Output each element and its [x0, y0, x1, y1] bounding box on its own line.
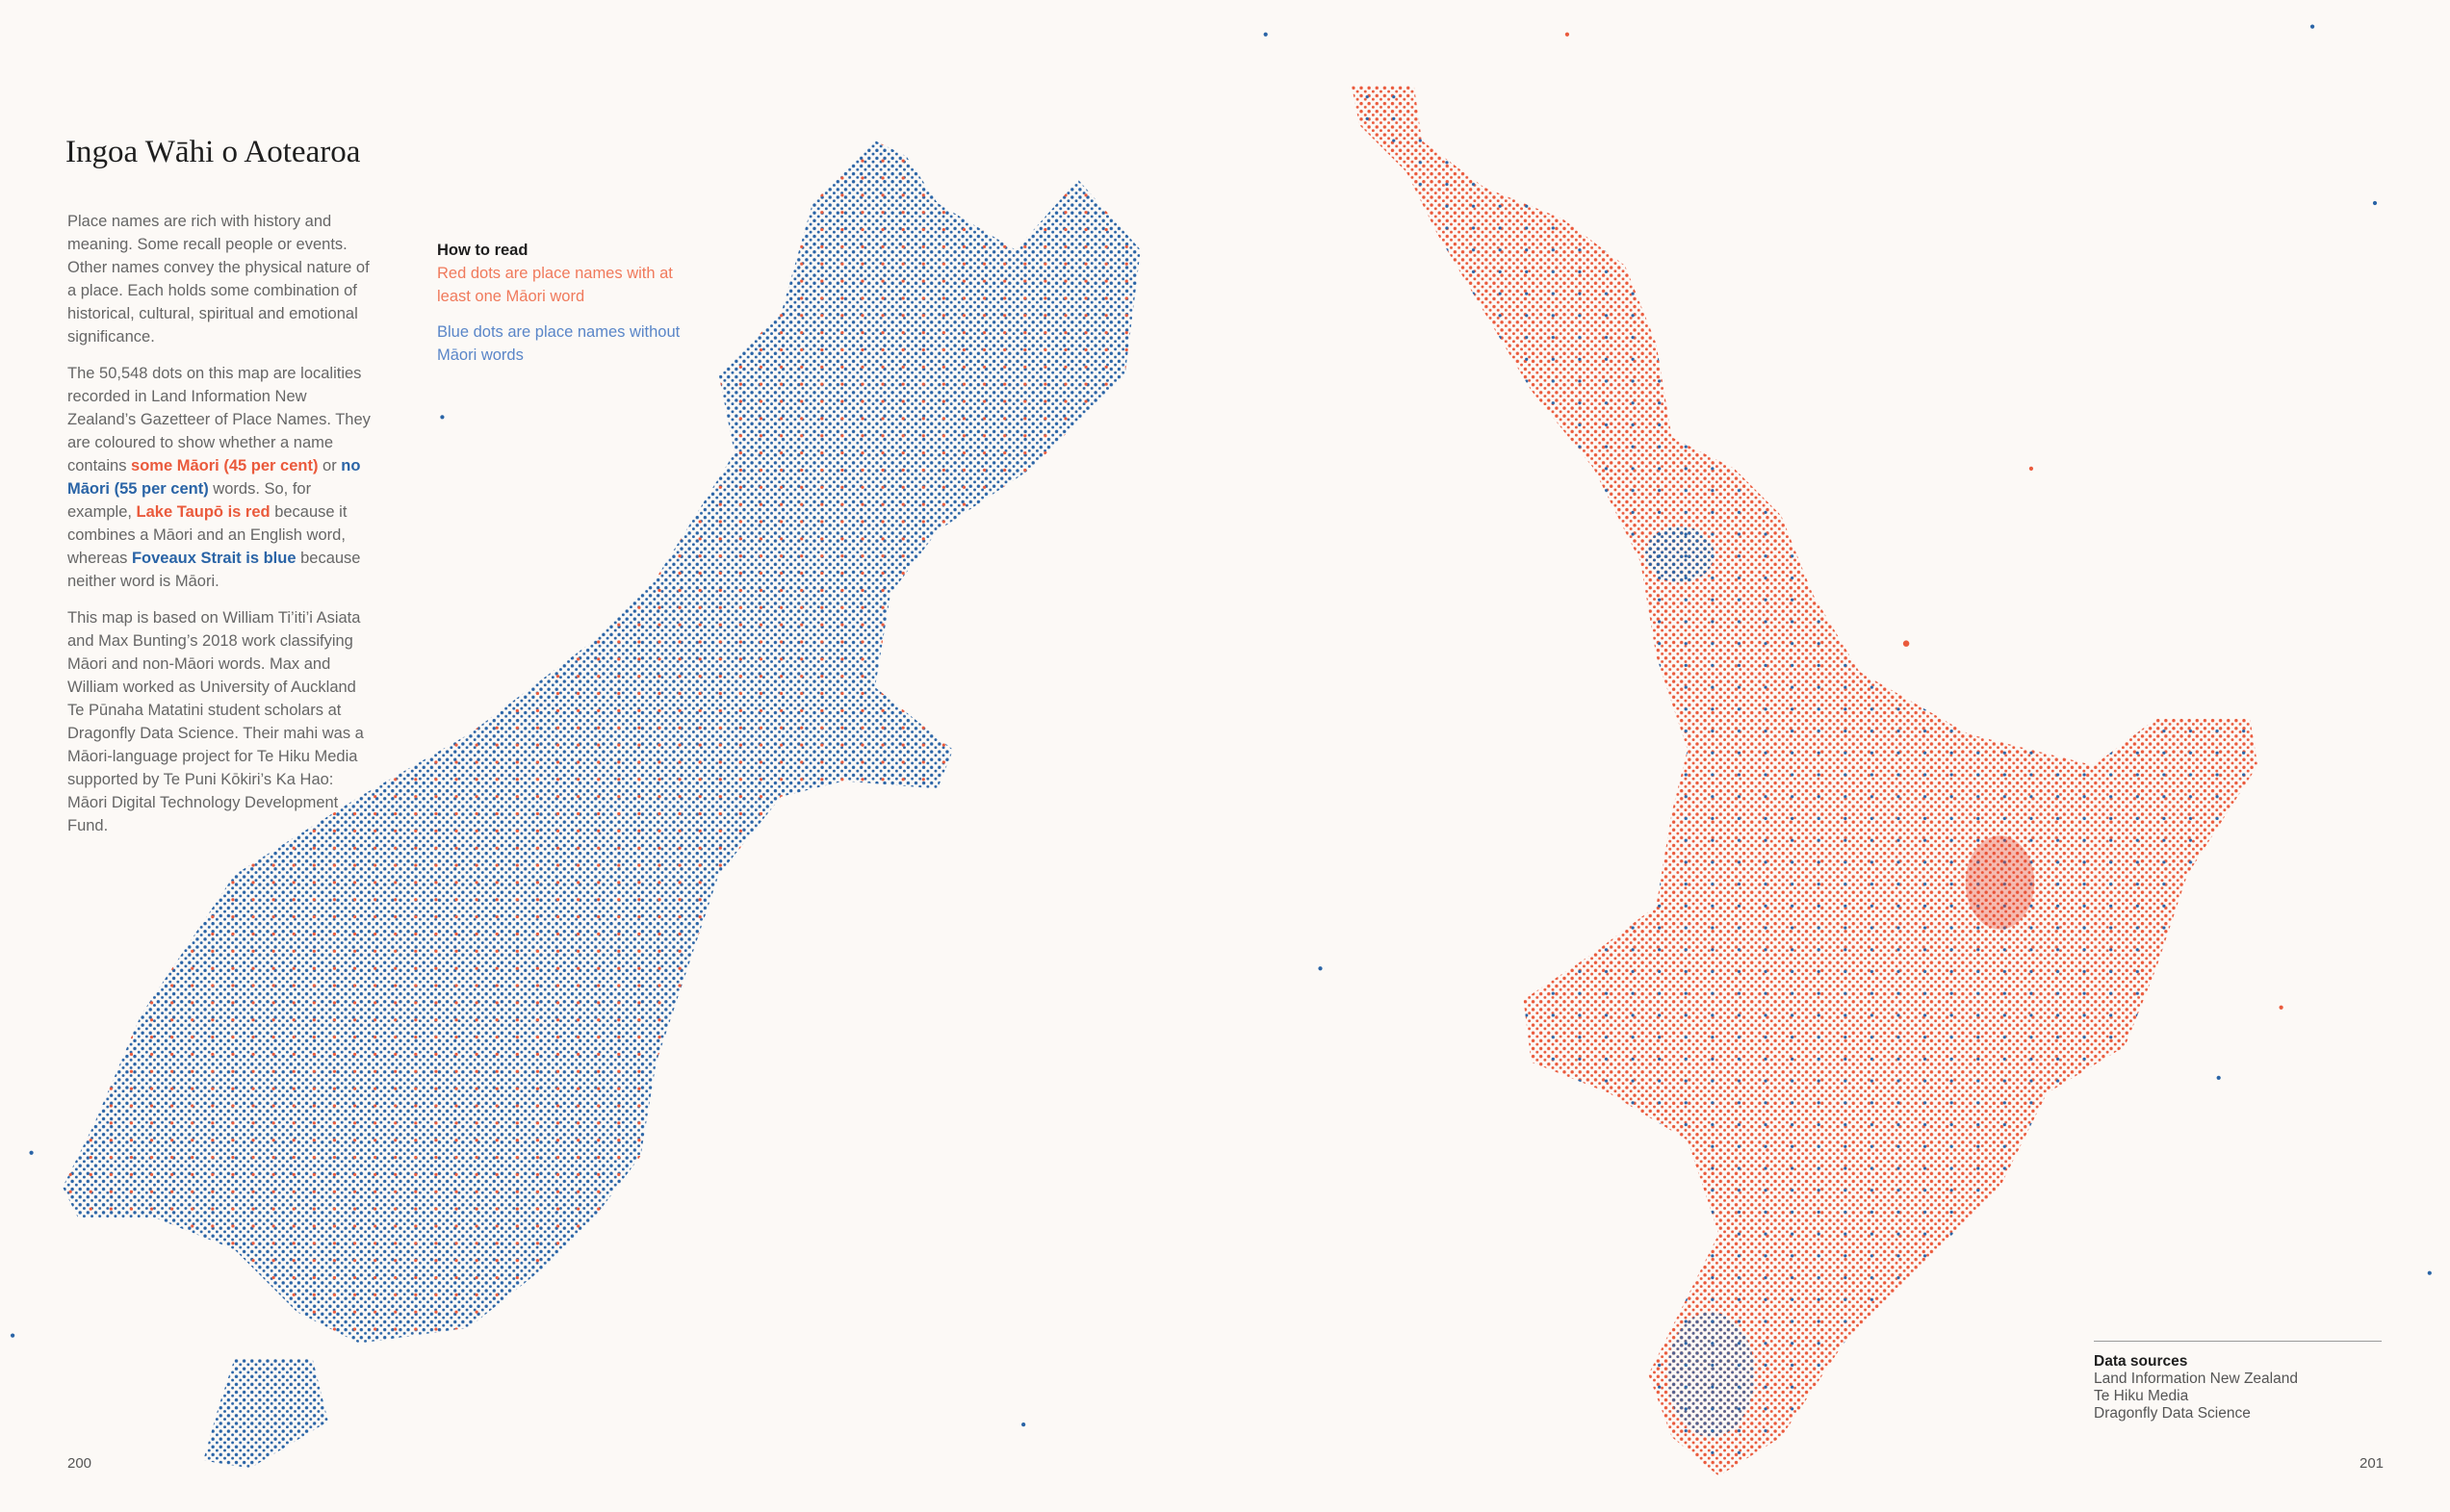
body-text: Place names are rich with history and me…	[67, 210, 374, 851]
source-item: Land Information New Zealand	[2094, 1371, 2298, 1387]
text-run: because it combines a Māori and an Engli…	[67, 503, 348, 567]
data-sources-items: Land Information New Zealand Te Hiku Medi…	[2094, 1371, 2382, 1422]
legend-item: Red dots are place names with at least o…	[437, 265, 673, 305]
paragraph: The 50,548 dots on this map are localiti…	[67, 362, 374, 593]
text-run: Place names are rich with history and me…	[67, 213, 370, 346]
data-sources-heading: Data sources	[2094, 1353, 2188, 1370]
page-number: 201	[2360, 1455, 2385, 1472]
text-run: The 50,548 dots on this map are localiti…	[67, 365, 371, 474]
highlight-run: no Māori (55 per cent)	[67, 457, 361, 498]
paragraph: Place names are rich with history and me…	[67, 210, 374, 348]
paragraph: This map is based on William Ti’iti’i As…	[67, 606, 374, 837]
text-run: or	[318, 457, 342, 474]
how-to-read: How to read Red dots are place names wit…	[437, 239, 687, 379]
source-item: Te Hiku Media	[2094, 1388, 2189, 1404]
data-sources: Data sources Land Information New Zealan…	[2094, 1341, 2382, 1422]
offshore-dots	[10, 24, 2432, 1427]
legend-item: Blue dots are place names without Māori …	[437, 323, 681, 364]
page-number: 200	[67, 1455, 92, 1472]
highlight-run: Foveaux Strait is blue	[131, 550, 297, 567]
text-run: words. So, for example,	[67, 480, 312, 521]
south-island	[63, 141, 1141, 1469]
how-to-read-items: Red dots are place names with at least o…	[437, 262, 687, 367]
text-run: This map is based on William Ti’iti’i As…	[67, 609, 364, 834]
highlight-run: some Māori (45 per cent)	[131, 457, 319, 474]
text-run: because neither word is Māori.	[67, 550, 361, 590]
highlight-run: Lake Taupō is red	[136, 503, 271, 521]
north-island	[1351, 86, 2258, 1476]
title: Ingoa Wāhi o Aotearoa	[65, 135, 361, 169]
how-to-read-heading: How to read	[437, 242, 529, 259]
source-item: Dragonfly Data Science	[2094, 1405, 2251, 1422]
